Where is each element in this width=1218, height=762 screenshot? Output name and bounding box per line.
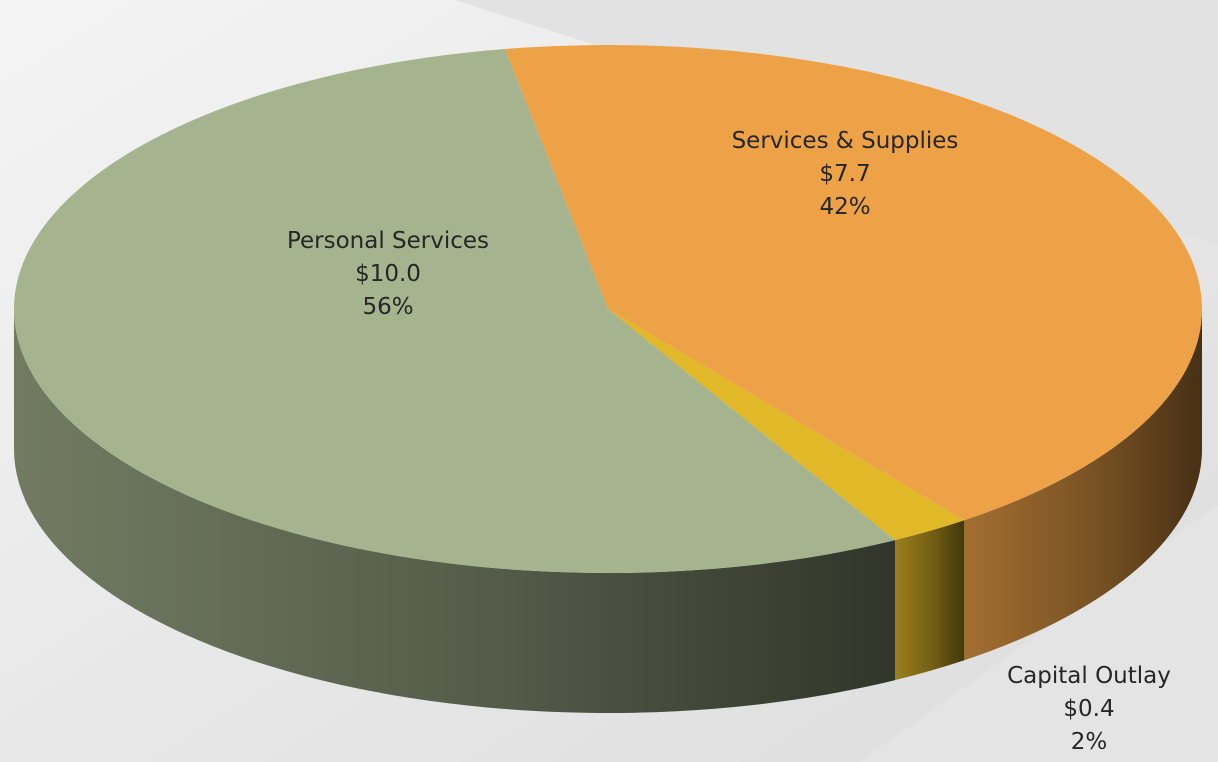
label-personal-services-percent: 56% xyxy=(362,294,414,320)
slice-side-shade-capital-outlay xyxy=(895,520,965,681)
label-capital-outlay: Capital Outlay $0.4 2% xyxy=(964,660,1214,759)
label-capital-outlay-amount: $0.4 xyxy=(1063,696,1115,722)
pie-side-walls xyxy=(14,309,1202,714)
pie-top-faces xyxy=(14,45,1202,574)
label-personal-services-amount: $10.0 xyxy=(355,261,421,287)
label-capital-outlay-name: Capital Outlay xyxy=(1007,663,1171,689)
slice-services-supplies xyxy=(504,45,1202,521)
slice-side-shade-services-supplies xyxy=(964,309,1202,661)
slice-capital-outlay xyxy=(608,309,965,541)
label-personal-services: Personal Services $10.0 56% xyxy=(218,225,558,324)
label-capital-outlay-percent: 2% xyxy=(1070,729,1108,755)
label-services-supplies: Services & Supplies $7.7 42% xyxy=(675,125,1015,224)
label-services-supplies-percent: 42% xyxy=(819,194,871,220)
label-services-supplies-name: Services & Supplies xyxy=(731,128,959,154)
slice-personal-services xyxy=(14,49,896,574)
label-personal-services-name: Personal Services xyxy=(286,228,490,254)
slice-side-shade-personal-services xyxy=(14,309,896,714)
label-services-supplies-amount: $7.7 xyxy=(819,161,871,187)
